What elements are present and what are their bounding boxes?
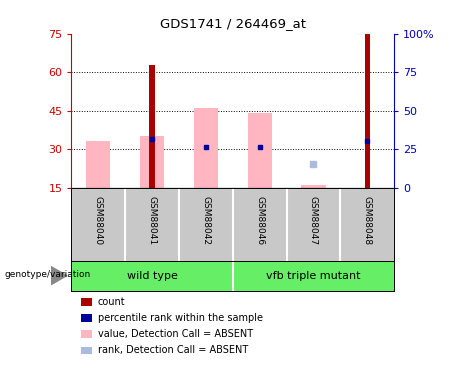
Bar bbox=[86, 141, 111, 188]
Text: GSM88040: GSM88040 bbox=[94, 196, 103, 245]
Text: vfb triple mutant: vfb triple mutant bbox=[266, 271, 361, 280]
Text: percentile rank within the sample: percentile rank within the sample bbox=[98, 313, 263, 323]
Text: rank, Detection Call = ABSENT: rank, Detection Call = ABSENT bbox=[98, 345, 248, 355]
Text: GSM88047: GSM88047 bbox=[309, 196, 318, 245]
Text: count: count bbox=[98, 297, 125, 307]
Bar bbox=[365, 34, 370, 188]
Text: GSM88046: GSM88046 bbox=[255, 196, 264, 245]
Text: GSM88041: GSM88041 bbox=[148, 196, 157, 245]
Bar bbox=[248, 113, 272, 188]
Bar bbox=[149, 64, 155, 188]
Text: genotype/variation: genotype/variation bbox=[5, 270, 91, 279]
Text: GSM88048: GSM88048 bbox=[363, 196, 372, 245]
Bar bbox=[301, 185, 325, 188]
Title: GDS1741 / 264469_at: GDS1741 / 264469_at bbox=[160, 17, 306, 30]
Text: wild type: wild type bbox=[127, 271, 177, 280]
Polygon shape bbox=[51, 266, 67, 285]
Bar bbox=[140, 136, 164, 188]
Text: value, Detection Call = ABSENT: value, Detection Call = ABSENT bbox=[98, 329, 253, 339]
Text: GSM88042: GSM88042 bbox=[201, 196, 210, 245]
Bar bbox=[194, 108, 218, 188]
